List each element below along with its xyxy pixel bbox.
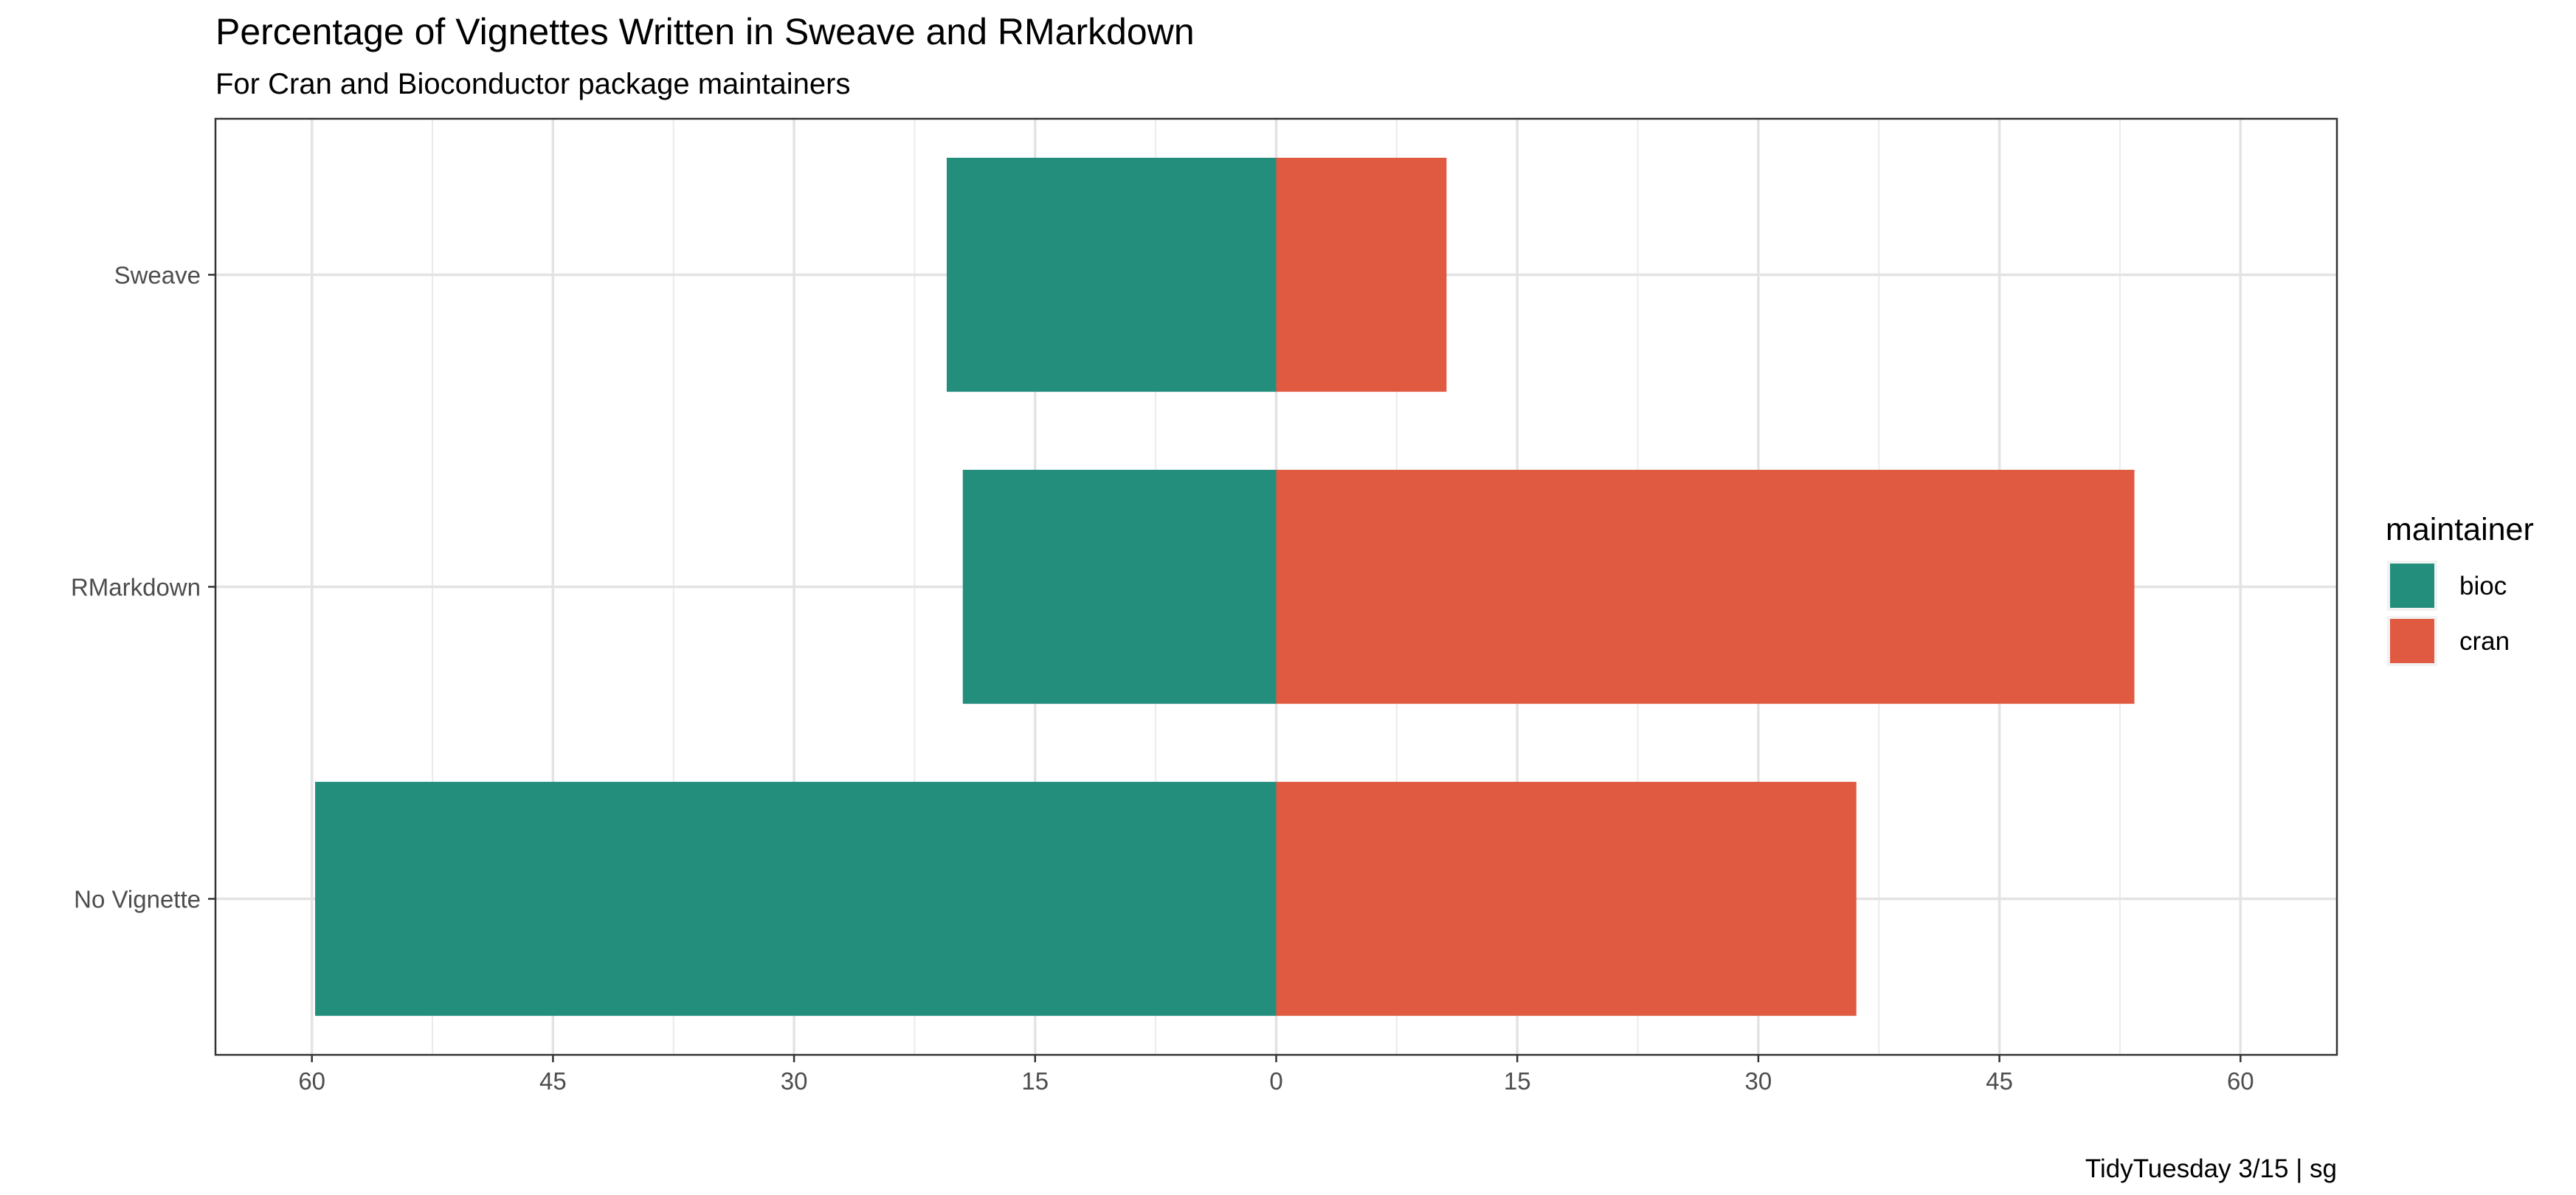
y-tick-label: Sweave <box>114 262 201 289</box>
bar-bioc-sweave <box>947 157 1277 392</box>
bar-bioc-no-vignette <box>315 781 1277 1016</box>
legend-items: bioc cran <box>2387 561 2510 666</box>
y-tick-label: RMarkdown <box>71 574 201 601</box>
x-tick-label: 30 <box>781 1067 808 1095</box>
legend-title: maintainer <box>2386 512 2534 547</box>
x-tick-label: 45 <box>1986 1067 2013 1095</box>
x-tick-label: 30 <box>1745 1067 1772 1095</box>
x-axis: 60 45 30 15 0 15 30 45 60 <box>298 1055 2254 1095</box>
x-tick-label: 60 <box>298 1067 325 1095</box>
x-tick-label: 60 <box>2227 1067 2254 1095</box>
legend-label-cran: cran <box>2459 627 2510 656</box>
legend-swatch-cran <box>2390 619 2434 663</box>
x-tick-label: 45 <box>539 1067 567 1095</box>
x-tick-label: 15 <box>1021 1067 1049 1095</box>
legend: maintainer bioc cran <box>2386 512 2534 666</box>
plot-panel <box>214 117 2338 1056</box>
bars <box>315 157 2135 1016</box>
chart-subtitle: For Cran and Bioconductor package mainta… <box>215 68 850 100</box>
bar-bioc-rmarkdown <box>962 469 1277 704</box>
chart-caption: TidyTuesday 3/15 | sg <box>2085 1154 2337 1183</box>
x-tick-label: 0 <box>1269 1067 1282 1095</box>
x-tick-label: 15 <box>1504 1067 1531 1095</box>
legend-label-bioc: bioc <box>2459 572 2507 600</box>
y-axis: Sweave RMarkdown No Vignette <box>71 262 215 913</box>
bar-cran-no-vignette <box>1276 781 1857 1016</box>
y-tick-label: No Vignette <box>74 886 201 913</box>
legend-swatch-bioc <box>2390 564 2434 608</box>
chart-title: Percentage of Vignettes Written in Sweav… <box>215 11 1195 52</box>
bar-cran-sweave <box>1276 157 1447 392</box>
bar-cran-rmarkdown <box>1276 469 2135 704</box>
